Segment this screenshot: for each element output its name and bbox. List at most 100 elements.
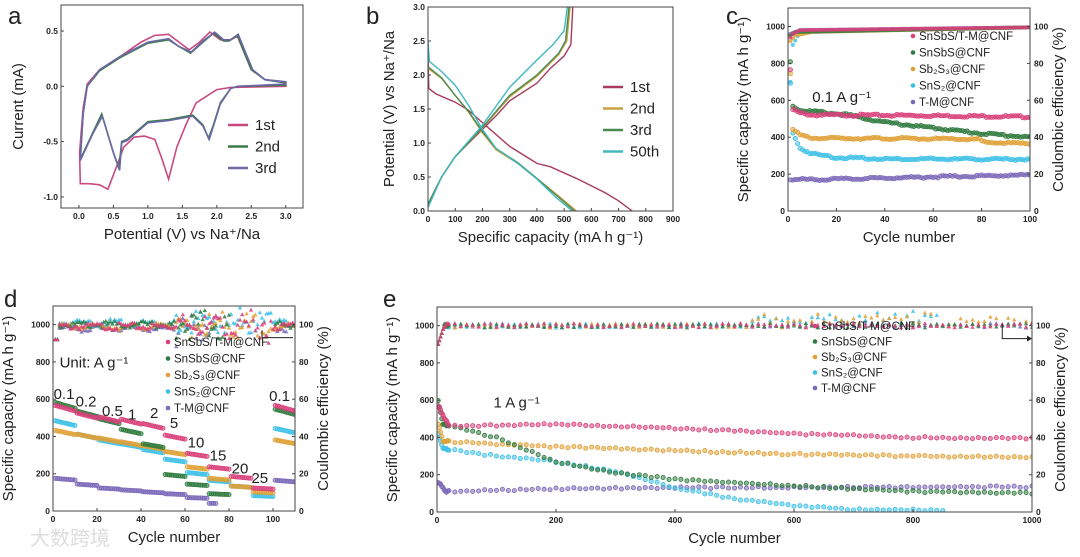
capacity-point: [898, 435, 904, 441]
ce-point: [482, 321, 487, 326]
rate-label: 20: [232, 461, 249, 478]
capacity-point: [523, 442, 529, 448]
ce-point: [524, 324, 529, 329]
ce-point: [132, 320, 137, 325]
x-tick-label: 60: [928, 214, 938, 224]
x-tick-label: 800: [906, 515, 920, 525]
capacity-point: [648, 446, 654, 452]
capacity-point: [880, 507, 886, 512]
capacity-point: [690, 448, 696, 454]
capacity-point: [773, 482, 779, 488]
capacity-point: [1011, 435, 1017, 441]
capacity-point: [856, 486, 862, 492]
ce-point: [180, 323, 185, 328]
series-2: [788, 25, 1030, 148]
capacity-point: [535, 422, 541, 428]
capacity-point: [708, 485, 714, 491]
ce-point: [220, 324, 225, 329]
capacity-point: [464, 439, 470, 445]
ce-point: [666, 324, 672, 329]
arrow-head-icon: [1027, 335, 1032, 342]
y2-tick-label: 60: [299, 394, 309, 404]
ce-point: [143, 319, 148, 324]
y-tick-label: 200: [36, 469, 50, 479]
ce-point: [571, 321, 577, 326]
capacity-point: [993, 483, 999, 489]
capacity-point: [1027, 115, 1030, 121]
ce-point: [200, 329, 205, 334]
ce-point: [178, 327, 183, 332]
capacity-point: [749, 450, 755, 456]
capacity-point: [565, 486, 571, 492]
ce-point: [589, 324, 594, 329]
capacity-point: [648, 474, 654, 480]
x-tick-label: 400: [668, 515, 682, 525]
capacity-point: [708, 491, 714, 497]
legend-label: 3rd: [255, 160, 277, 177]
capacity-point: [1005, 455, 1011, 461]
capacity-point: [862, 487, 868, 493]
capacity-point: [618, 446, 624, 452]
capacity-point: [898, 453, 904, 459]
ce-point: [833, 322, 838, 327]
ce-point: [672, 325, 678, 330]
ce-point: [571, 324, 577, 329]
capacity-point: [708, 449, 714, 455]
capacity-point: [851, 486, 857, 492]
ce-point: [200, 337, 205, 342]
ce-point: [869, 322, 874, 327]
ce-point: [910, 308, 916, 313]
y2-tick-label: 40: [1036, 432, 1046, 442]
y2-tick-label: 0: [1036, 507, 1041, 517]
capacity-point: [493, 442, 499, 448]
capacity-point: [970, 489, 976, 495]
capacity-point: [517, 486, 523, 492]
capacity-point: [886, 434, 892, 440]
capacity-point: [458, 488, 464, 494]
capacity-point: [845, 486, 851, 492]
capacity-point: [803, 452, 809, 458]
ce-point: [541, 321, 547, 326]
capacity-point: [958, 435, 964, 441]
ce-point: [815, 325, 820, 330]
capacity-point: [696, 484, 702, 490]
capacity-point: [987, 490, 993, 496]
capacity-point: [452, 422, 458, 428]
legend-label: 2nd: [630, 101, 655, 118]
ce-point: [791, 321, 797, 326]
capacity-point: [964, 489, 970, 495]
ce-point: [211, 325, 216, 330]
capacity-point: [743, 428, 749, 434]
capacity-point: [952, 484, 958, 490]
ce-point: [970, 317, 975, 322]
capacity-point: [815, 431, 821, 437]
y2-tick-label: 20: [1036, 470, 1046, 480]
capacity-point: [993, 453, 999, 459]
ce-point: [559, 325, 565, 330]
x-tick-label: 80: [977, 214, 987, 224]
ce-point: [290, 320, 295, 325]
y2-tick-label: 100: [1034, 21, 1048, 31]
ce-point: [75, 324, 80, 329]
x-tick-label: 600: [584, 214, 598, 224]
ce-point: [105, 324, 111, 329]
capacity-point: [922, 452, 928, 458]
capacity-point: [529, 449, 535, 455]
ce-point: [744, 322, 749, 327]
capacity-point: [795, 141, 801, 147]
capacity-point: [690, 477, 696, 483]
ce-point: [583, 323, 588, 328]
capacity-point: [547, 422, 553, 428]
capacity-point: [726, 427, 732, 433]
capacity-point: [999, 484, 1005, 490]
capacity-point: [851, 507, 856, 512]
ce-point: [116, 327, 122, 332]
ce-point: [464, 322, 469, 327]
capacity-point: [630, 473, 636, 479]
y-tick-label: 0: [429, 507, 434, 517]
charge-curve-3rd: [428, 7, 570, 205]
ce-point: [518, 324, 523, 329]
capacity-point: [470, 440, 476, 446]
capacity-point: [833, 505, 839, 511]
rate-label: 0.1: [269, 388, 290, 405]
